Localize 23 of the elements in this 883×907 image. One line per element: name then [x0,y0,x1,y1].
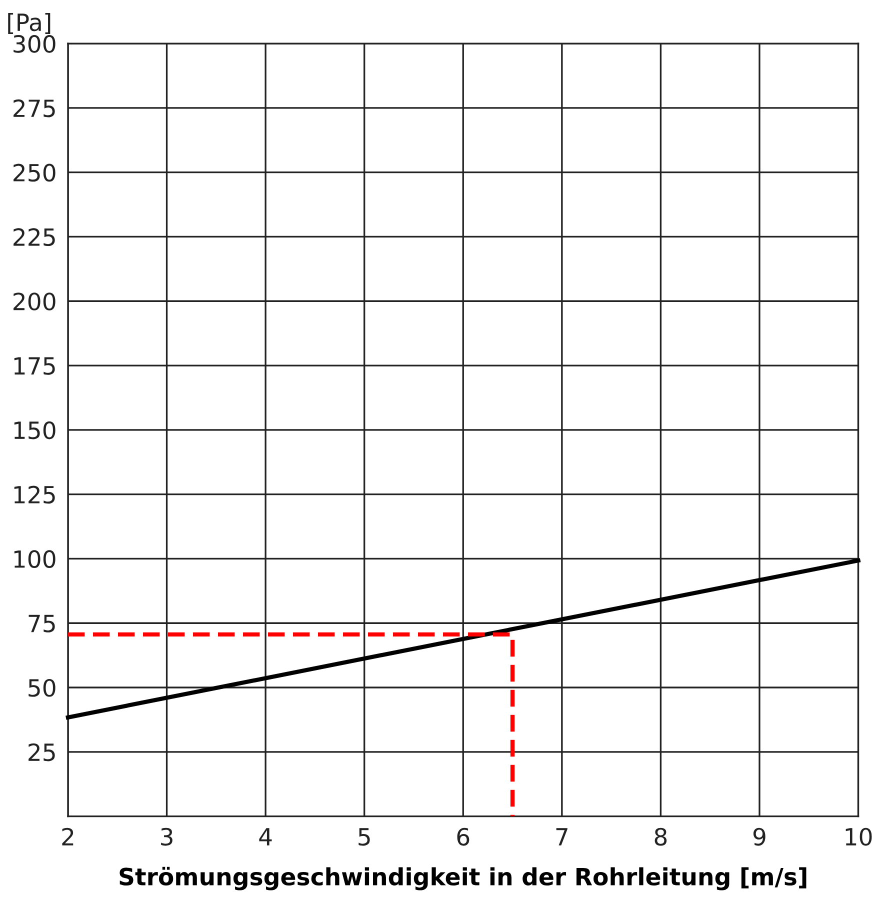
x-tick-label: 10 [846,828,872,846]
y-tick-label: 200 [14,292,56,310]
x-tick-label: 5 [358,828,370,846]
y-axis-title: [Pa] [8,12,50,34]
x-tick-label: 4 [259,828,272,846]
y-tick-label: 150 [14,421,56,440]
y-tick-label: 250 [14,164,56,182]
y-tick-label: 25 [28,743,55,762]
y-tick-label: 50 [28,678,56,697]
y-tick-label: 125 [14,486,55,504]
y-tick-label: 300 [14,34,56,53]
x-tick-label: 7 [556,828,568,846]
y-tick-label: 100 [14,550,56,568]
y-tick-label: 75 [28,614,55,632]
x-tick-label: 8 [654,828,667,846]
x-tick-label: 6 [457,828,470,846]
x-axis-title: Strömungsgeschwindigkeit in der Rohrleitung [m/s] [120,866,806,890]
y-tick-label: 275 [14,99,55,118]
x-tick-label: 2 [62,828,74,846]
x-tick-label: 3 [161,828,172,846]
x-tick-label: 9 [753,828,766,846]
y-tick-label: 225 [14,228,55,246]
y-tick-label: 175 [14,357,55,375]
